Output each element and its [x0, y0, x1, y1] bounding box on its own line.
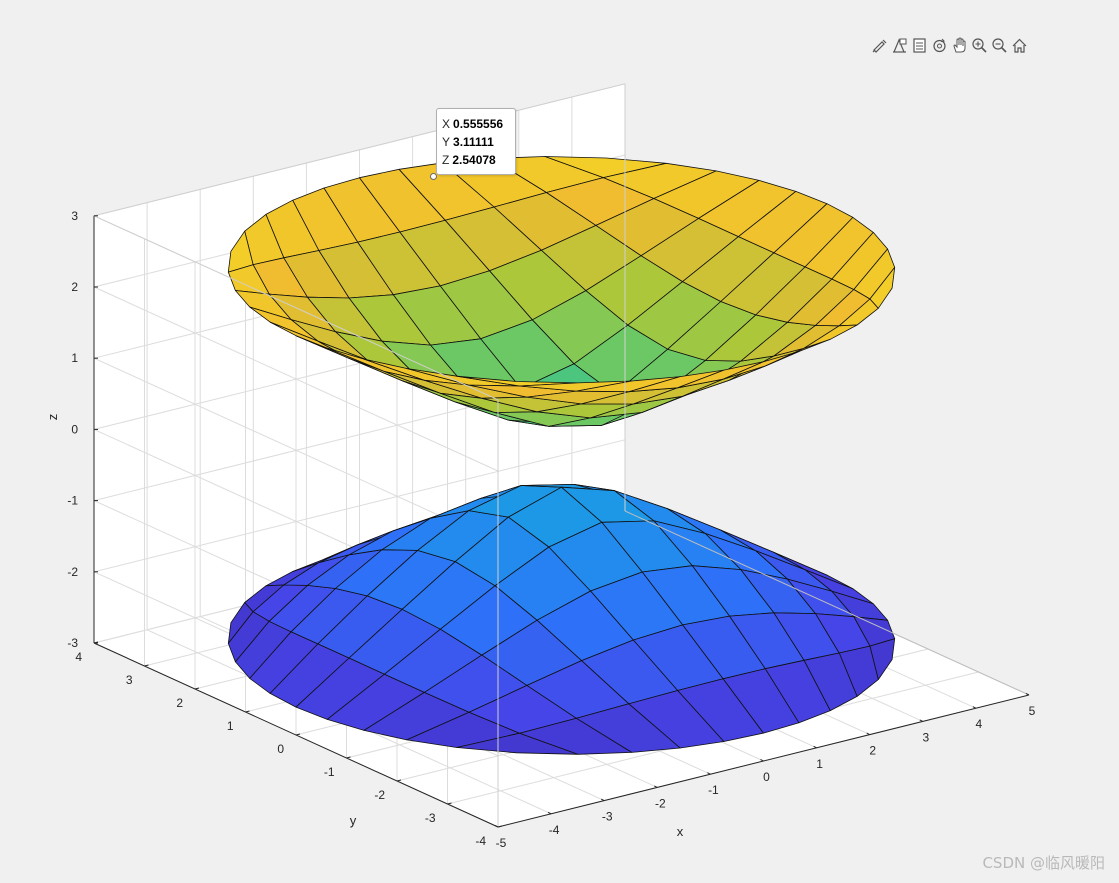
legend-button[interactable] — [910, 35, 929, 55]
y-tick-label: 4 — [75, 650, 82, 664]
y-tick-mark — [346, 756, 351, 759]
y-tick-mark — [295, 733, 301, 736]
z-tick-label: 3 — [71, 209, 78, 223]
y-tick-mark — [144, 664, 149, 667]
y-tick-label: 0 — [277, 742, 284, 756]
x-tick-mark — [600, 798, 605, 802]
y-tick-mark — [447, 802, 452, 805]
x-tick-label: -1 — [708, 783, 719, 797]
y-tick-mark — [497, 825, 503, 828]
z-tick-label: 2 — [71, 280, 78, 294]
x-tick-mark — [813, 745, 817, 749]
x-tick-label: 3 — [922, 730, 929, 744]
y-tick-label: -4 — [475, 834, 486, 848]
z-axis-label: z — [45, 414, 60, 421]
watermark: CSDN @临风暖阳 — [982, 854, 1105, 872]
zoom-out-button[interactable] — [990, 35, 1009, 55]
z-tick-label: -1 — [67, 494, 78, 508]
x-tick-mark — [972, 706, 977, 709]
datatip-x-value: 0.555556 — [453, 117, 504, 131]
datatip-z-row: Z 2.54078 — [442, 151, 515, 169]
y-axis-label: y — [350, 813, 357, 828]
x-tick-label: -3 — [602, 810, 613, 824]
zoom-in-icon — [972, 37, 987, 53]
x-tick-label: -5 — [496, 836, 507, 850]
axis-lines — [93, 83, 1030, 828]
x-tick-mark — [919, 719, 924, 722]
x-tick-mark — [866, 732, 870, 736]
x-tick-mark — [1025, 693, 1030, 696]
datatip[interactable]: X 0.555556 Y 3.11111 Z 2.54078 — [436, 108, 516, 175]
pan-hand-icon — [953, 36, 966, 52]
surface-face — [803, 652, 858, 711]
x-tick-label: 4 — [976, 717, 983, 731]
x-tick-mark — [494, 825, 499, 828]
datatip-y-label: Y — [442, 135, 451, 149]
x-tick-label: 5 — [1029, 704, 1036, 718]
grid-line-wall-z2 — [93, 286, 499, 472]
brush-button[interactable] — [870, 35, 889, 55]
y-tick-label: -3 — [425, 811, 436, 825]
x-tick-label: 2 — [869, 744, 876, 758]
datatip-marker[interactable] — [430, 173, 437, 180]
datatip-y-value: 3.11111 — [453, 135, 494, 149]
datatip-z-value: 2.54078 — [452, 153, 496, 167]
data-tip-button[interactable] — [890, 35, 909, 55]
z-tick-label: -2 — [67, 565, 78, 579]
y-tick-label: -2 — [374, 788, 385, 802]
box-edge — [93, 83, 626, 217]
y-tick-mark — [396, 779, 402, 782]
z-tick-label: -3 — [67, 636, 78, 650]
grid-line-wall-z2 — [93, 357, 499, 543]
datatip-z-label: Z — [442, 153, 450, 167]
x-tick-label: -4 — [549, 823, 560, 837]
surface-face — [803, 324, 858, 349]
z-tick-label: 1 — [71, 351, 78, 365]
rotate-3d-button[interactable] — [930, 35, 949, 55]
restore-view-button[interactable] — [1010, 35, 1029, 55]
x-tick-mark — [760, 759, 764, 762]
z-tick-label: 0 — [71, 422, 78, 436]
axes-toolbar — [870, 35, 1029, 55]
zoom-in-button[interactable] — [970, 35, 989, 55]
x-tick-label: 1 — [816, 757, 823, 771]
y-tick-label: 1 — [227, 719, 234, 733]
box-edge — [624, 510, 1030, 696]
home-icon — [1012, 38, 1027, 53]
y-tick-label: -1 — [324, 765, 335, 779]
x-tick-mark — [707, 772, 711, 775]
datatip-x-row: X 0.555556 — [442, 115, 515, 133]
surfaces — [227, 156, 896, 755]
datatip-y-row: Y 3.11111 — [442, 133, 515, 151]
zoom-out-icon — [992, 37, 1007, 53]
x-tick-mark — [654, 785, 658, 788]
y-tick-mark — [194, 687, 200, 690]
x-tick-label: -2 — [655, 796, 666, 810]
data-tip-icon — [893, 37, 907, 53]
grid-line-wall-z — [93, 439, 626, 573]
rotate-3d-icon — [933, 38, 946, 52]
pan-button[interactable] — [950, 35, 969, 55]
x-tick-mark — [547, 811, 552, 815]
legend-icon — [913, 37, 926, 53]
x-axis-label: x — [677, 824, 684, 839]
box-edge — [93, 215, 499, 401]
x-tick-label: 0 — [763, 770, 770, 784]
y-tick-mark — [245, 710, 250, 713]
upper-surface — [227, 156, 896, 427]
y-tick-label: 2 — [176, 696, 183, 710]
y-tick-label: 3 — [126, 673, 133, 687]
datatip-x-label: X — [442, 117, 451, 131]
brush-icon — [872, 39, 887, 53]
